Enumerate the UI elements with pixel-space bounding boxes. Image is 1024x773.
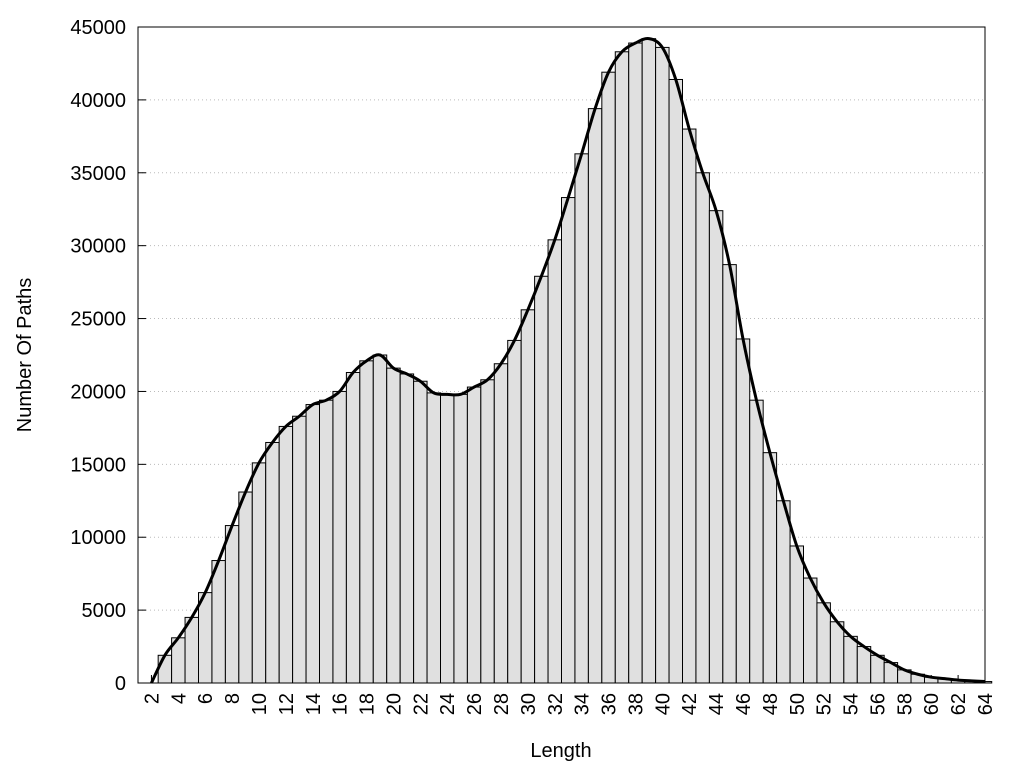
bar (547, 239, 562, 684)
bar (319, 399, 334, 684)
x-tick-label: 64 (975, 693, 997, 715)
bar (440, 393, 455, 684)
y-tick-label: 45000 (70, 17, 126, 39)
x-tick-label: 36 (599, 693, 621, 715)
bar (816, 602, 831, 684)
x-tick-label: 20 (383, 693, 405, 715)
bar (292, 415, 307, 684)
bar (722, 264, 737, 684)
x-tick-label: 54 (841, 693, 863, 715)
bar (198, 592, 213, 684)
x-tick-label: 22 (410, 693, 432, 715)
x-tick-label: 6 (195, 693, 217, 704)
x-tick-label: 28 (491, 693, 513, 715)
bar (776, 500, 791, 684)
plot-frame (137, 26, 986, 684)
x-tick-label: 10 (249, 693, 271, 715)
bar (480, 379, 495, 684)
bar (803, 577, 818, 684)
bar (695, 172, 710, 684)
bar (399, 373, 415, 684)
bar (655, 46, 670, 684)
bar (668, 78, 683, 684)
bar (453, 393, 468, 684)
x-tick-label: 62 (948, 693, 970, 715)
bar (534, 275, 549, 684)
y-tick-label: 0 (115, 673, 126, 695)
bar (265, 441, 280, 684)
bar (762, 452, 778, 684)
x-tick-label: 50 (787, 693, 809, 715)
x-tick-label: 58 (894, 693, 916, 715)
x-tick-label: 44 (706, 693, 728, 715)
x-tick-label: 38 (625, 693, 647, 715)
bar (789, 545, 804, 684)
bar (829, 621, 845, 684)
x-tick-label: 8 (222, 693, 244, 704)
bar (426, 392, 441, 684)
bar (372, 354, 388, 684)
bar (843, 635, 858, 684)
bar (466, 386, 482, 684)
x-tick-label: 12 (276, 693, 298, 715)
bar (856, 646, 872, 684)
x-tick-label: 30 (518, 693, 540, 715)
x-tick-label: 4 (168, 693, 190, 704)
x-tick-label: 14 (303, 693, 325, 715)
bar (493, 363, 509, 684)
x-axis-label: Length (530, 740, 591, 762)
x-tick-label: 42 (679, 693, 701, 715)
y-tick-label: 20000 (70, 381, 126, 403)
bar (345, 371, 361, 684)
y-axis-label: Number Of Paths (14, 278, 36, 433)
bar (332, 390, 347, 684)
x-tick-label: 52 (814, 693, 836, 715)
bar (251, 462, 267, 684)
x-tick-label: 16 (330, 693, 352, 715)
bar (682, 128, 697, 684)
x-tick-label: 32 (545, 693, 567, 715)
y-tick-label: 35000 (70, 163, 126, 185)
bar (520, 309, 536, 684)
x-tick-label: 34 (572, 693, 594, 715)
y-tick-label: 10000 (70, 527, 126, 549)
y-tick-label: 40000 (70, 90, 126, 112)
x-tick-label: 60 (921, 693, 943, 715)
bar (641, 38, 657, 684)
bar (614, 51, 630, 684)
bar (359, 360, 374, 684)
y-tick-label: 15000 (70, 454, 126, 476)
bar (749, 399, 764, 684)
bar (561, 197, 576, 684)
bar (157, 654, 173, 684)
x-tick-label: 2 (141, 693, 163, 704)
bar (628, 42, 643, 684)
smooth-line (150, 37, 986, 684)
bar (413, 380, 428, 684)
x-tick-label: 40 (652, 693, 674, 715)
bar (386, 367, 401, 684)
bar (507, 339, 522, 684)
bar (211, 560, 226, 684)
bar (224, 525, 240, 684)
x-tick-label: 48 (760, 693, 782, 715)
bar (278, 425, 294, 684)
x-tick-label: 18 (357, 693, 379, 715)
bar (305, 404, 320, 684)
x-tick-label: 56 (867, 693, 889, 715)
bar (708, 210, 724, 684)
x-tick-label: 46 (733, 693, 755, 715)
bar (735, 338, 751, 684)
bar (601, 71, 616, 684)
bar (587, 108, 603, 684)
x-tick-label: 26 (464, 693, 486, 715)
bar (574, 153, 589, 684)
x-tick-label: 24 (437, 693, 459, 715)
y-tick-label: 25000 (70, 309, 126, 331)
y-tick-label: 5000 (82, 600, 127, 622)
bar (238, 491, 253, 684)
y-tick-label: 30000 (70, 236, 126, 258)
